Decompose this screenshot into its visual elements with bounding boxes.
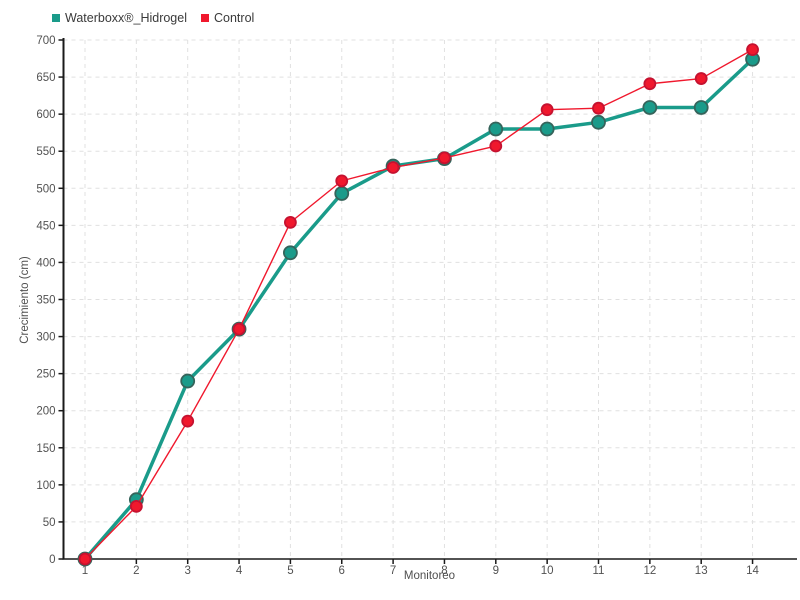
x-tick-label: 12 xyxy=(643,565,656,577)
series-control-marker[interactable] xyxy=(232,322,246,336)
series-control-marker[interactable] xyxy=(746,43,759,57)
y-tick-label: 550 xyxy=(36,146,55,158)
legend-item-waterboxx-hidrogel[interactable]: Waterboxx®_Hidrogel xyxy=(52,11,187,25)
y-tick-label: 400 xyxy=(36,257,55,269)
legend-label-waterboxx: Waterboxx®_Hidrogel xyxy=(65,11,187,25)
series-waterboxx-hidrogel-marker[interactable] xyxy=(488,121,504,137)
y-tick-label: 700 xyxy=(36,35,55,47)
y-axis-title: Crecimiento (cm) xyxy=(19,256,31,344)
legend-swatch-waterboxx-icon xyxy=(52,14,60,22)
y-tick-label: 450 xyxy=(36,220,55,232)
series-control-marker[interactable] xyxy=(694,72,708,85)
series-control-marker[interactable] xyxy=(181,414,195,428)
series-control-marker[interactable] xyxy=(438,151,451,165)
series-control-marker[interactable] xyxy=(129,499,143,513)
legend-label-control: Control xyxy=(214,11,255,25)
x-tick-label: 2 xyxy=(133,565,139,577)
series-waterboxx-hidrogel-marker[interactable] xyxy=(282,245,298,261)
series-waterboxx-hidrogel-line xyxy=(83,57,755,561)
x-tick-label: 6 xyxy=(339,565,345,577)
x-tick-label: 11 xyxy=(593,565,605,577)
y-tick-label: 100 xyxy=(36,480,55,492)
series-waterboxx-hidrogel-marker[interactable] xyxy=(693,100,709,115)
x-tick-label: 4 xyxy=(236,565,243,577)
series-waterboxx-hidrogel-marker[interactable] xyxy=(591,114,606,130)
legend-item-control[interactable]: Control xyxy=(201,11,254,25)
series-control-marker[interactable] xyxy=(78,552,92,566)
y-tick-label: 50 xyxy=(43,517,56,529)
y-tick-label: 0 xyxy=(49,554,55,566)
x-tick-label: 8 xyxy=(441,565,447,577)
x-tick-label: 14 xyxy=(746,565,759,577)
series-control-marker[interactable] xyxy=(283,215,297,229)
y-tick-label: 600 xyxy=(36,109,55,121)
legend-swatch-control-icon xyxy=(201,14,209,22)
y-tick-label: 200 xyxy=(36,406,55,418)
y-tick-label: 350 xyxy=(36,295,55,307)
series-waterboxx-hidrogel-marker[interactable] xyxy=(180,373,196,389)
x-tick-label: 13 xyxy=(695,565,708,577)
x-tick-label: 7 xyxy=(390,565,396,577)
y-tick-label: 300 xyxy=(36,332,55,344)
series-control-line xyxy=(84,48,754,560)
x-axis-title: Monitoreo xyxy=(403,570,456,582)
series-waterboxx-hidrogel-marker[interactable] xyxy=(539,121,555,137)
series-control-marker[interactable] xyxy=(386,161,400,174)
y-tick-label: 650 xyxy=(36,72,55,84)
series-waterboxx-hidrogel-marker[interactable] xyxy=(334,186,350,201)
x-tick-label: 9 xyxy=(493,565,499,577)
x-tick-label: 5 xyxy=(287,565,293,577)
y-tick-label: 250 xyxy=(36,369,55,381)
y-tick-label: 150 xyxy=(36,443,55,455)
series-waterboxx-hidrogel-marker[interactable] xyxy=(642,100,658,115)
series-control-marker[interactable] xyxy=(489,139,503,153)
x-tick-label: 10 xyxy=(541,565,554,577)
x-tick-label: 1 xyxy=(82,565,88,577)
y-tick-label: 500 xyxy=(36,183,55,195)
series-control-marker[interactable] xyxy=(335,174,349,188)
chart-legend: Waterboxx®_Hidrogel Control xyxy=(52,11,254,25)
series-control-marker[interactable] xyxy=(643,77,657,91)
series-control-marker[interactable] xyxy=(592,101,605,115)
series-control-marker[interactable] xyxy=(540,103,554,117)
x-tick-label: 3 xyxy=(184,565,190,577)
